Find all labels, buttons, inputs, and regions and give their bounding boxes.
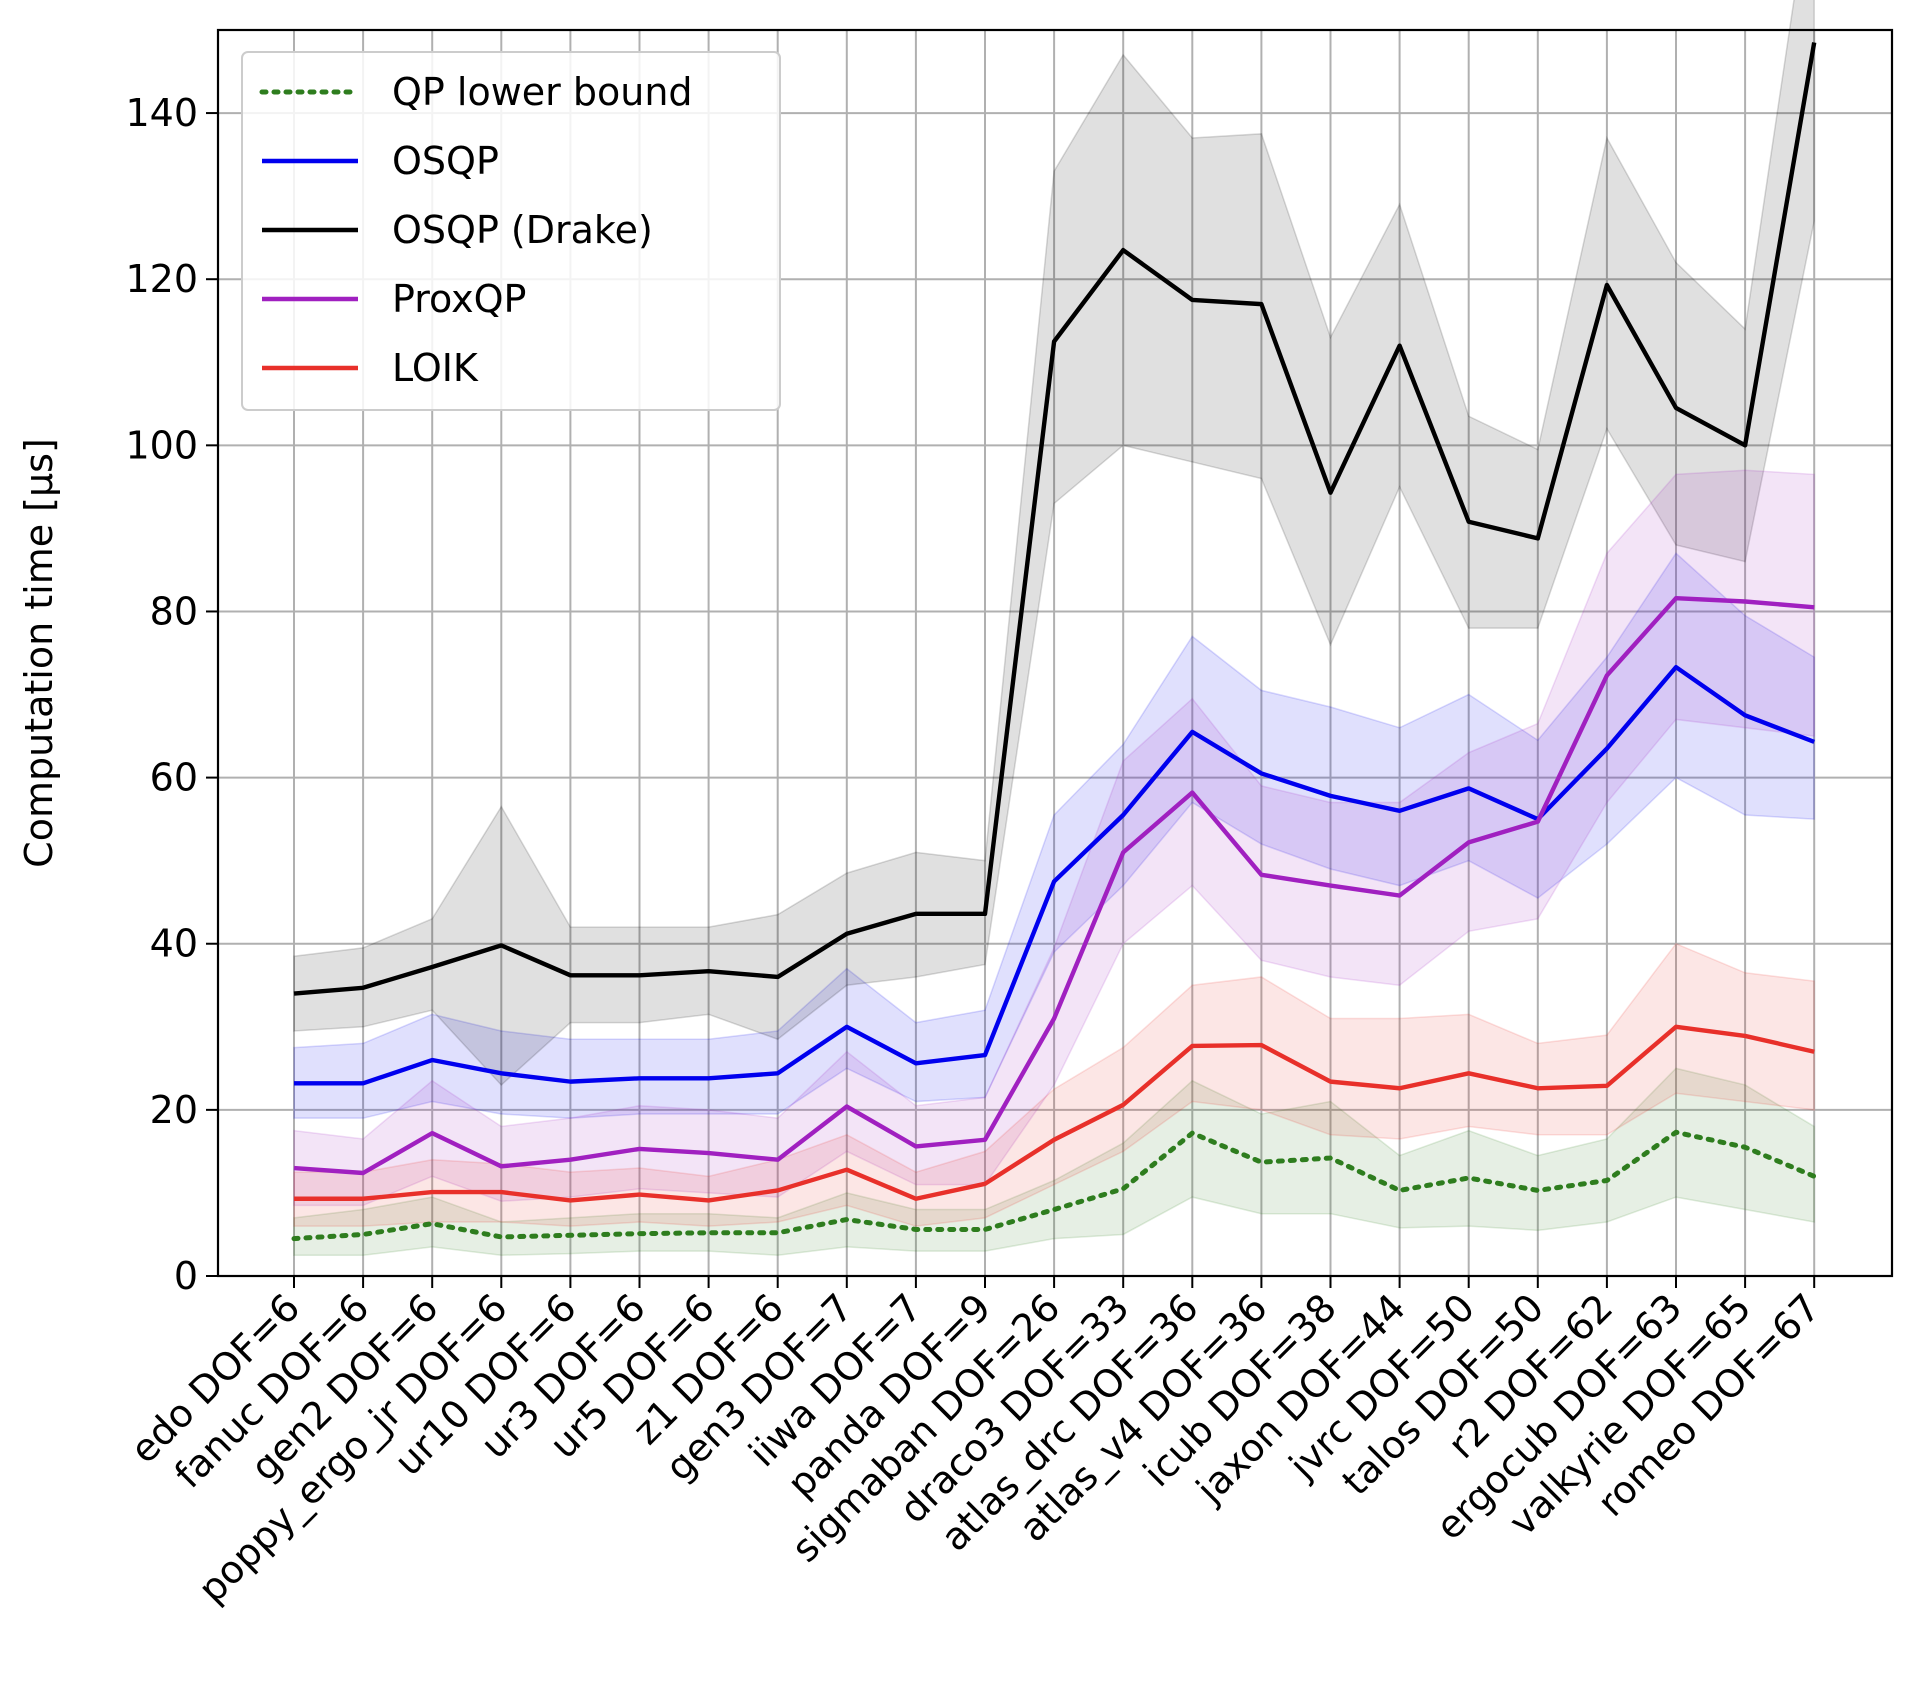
legend-label: LOIK	[392, 346, 479, 390]
line-loik	[294, 1024, 1815, 1203]
band-qp-lower-bound	[293, 1067, 1815, 1256]
series-lines	[291, 42, 1817, 1242]
legend-label: OSQP (Drake)	[392, 208, 653, 252]
y-tick-label: 80	[150, 589, 198, 633]
y-axis-title: Computation time [µs]	[17, 438, 61, 868]
y-tick-label: 140	[125, 91, 198, 135]
y-tick-label: 0	[174, 1254, 198, 1298]
confidence-bands	[293, 0, 1815, 1256]
y-tick-label: 100	[125, 423, 198, 467]
band-loik	[293, 942, 1815, 1227]
legend-label: OSQP	[392, 139, 499, 183]
band-osqp	[293, 552, 1815, 1119]
legend-label: ProxQP	[392, 277, 526, 321]
y-tick-label: 60	[150, 756, 198, 800]
y-tick-label: 20	[150, 1088, 198, 1132]
line-qp-lower-bound	[291, 1129, 1817, 1242]
y-tick-label: 120	[125, 257, 198, 301]
y-tick-label: 40	[150, 922, 198, 966]
legend: QP lower bound OSQP OSQP (Drake) ProxQP LOIK	[241, 51, 781, 411]
legend-label: QP lower bound	[392, 70, 693, 114]
line-osqp	[294, 664, 1815, 1086]
band-osqp-drake-	[293, 0, 1815, 1086]
line-proxqp	[293, 595, 1815, 1176]
legend-box	[241, 51, 781, 411]
line-osqp-drake-	[293, 42, 1817, 996]
